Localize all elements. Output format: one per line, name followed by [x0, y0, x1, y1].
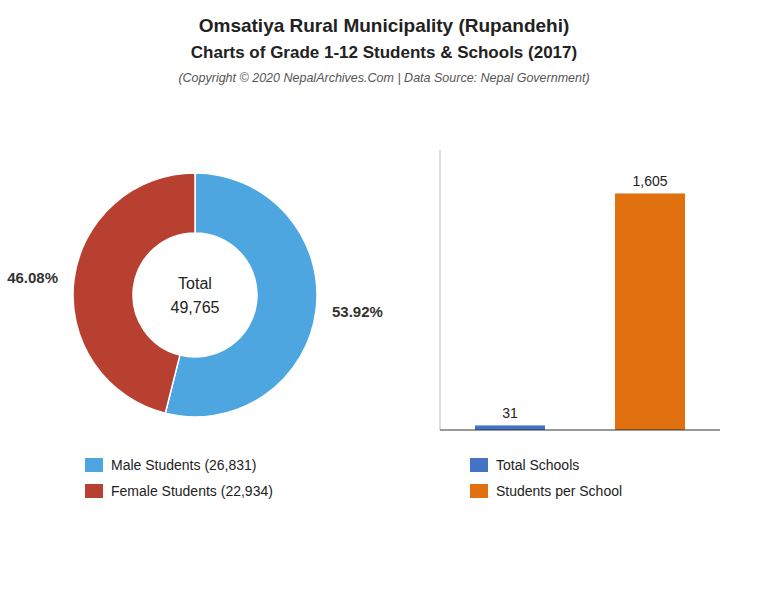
- bar: [475, 425, 545, 430]
- donut-group: [73, 173, 317, 417]
- data-label: 31: [502, 405, 518, 421]
- title: Omsatiya Rural Municipality (Rupandehi): [199, 15, 570, 36]
- data-label: 46.08%: [7, 269, 58, 286]
- chart-canvas: Omsatiya Rural Municipality (Rupandehi) C…: [0, 0, 768, 597]
- data-label: 1,605: [632, 173, 667, 189]
- source-note: (Copyright © 2020 NepalArchives.Com | Da…: [178, 71, 589, 85]
- bars: [475, 193, 685, 430]
- legend-entry: Total Schools: [496, 457, 579, 473]
- baseline: [440, 430, 720, 431]
- center-label: Total: [178, 275, 212, 292]
- legend-entry: Male Students (26,831): [111, 457, 257, 473]
- legend-entry: Students per School: [496, 483, 622, 499]
- legend-swatch: [470, 484, 488, 498]
- legend: Total Schools Students per School: [470, 457, 622, 499]
- y-axis-line: [440, 150, 441, 430]
- legend-swatch: [85, 458, 103, 472]
- data-label: 53.92%: [332, 303, 383, 320]
- legend-swatch: [85, 484, 103, 498]
- donut-slice: [73, 173, 195, 413]
- legend-swatch: [470, 458, 488, 472]
- center-value: 49,765: [171, 299, 220, 316]
- bar: [615, 193, 685, 430]
- legend-entry: Female Students (22,934): [111, 483, 273, 499]
- subtitle: Charts of Grade 1-12 Students & Schools …: [191, 43, 577, 62]
- legend: Male Students (26,831) Female Students (2…: [85, 457, 273, 499]
